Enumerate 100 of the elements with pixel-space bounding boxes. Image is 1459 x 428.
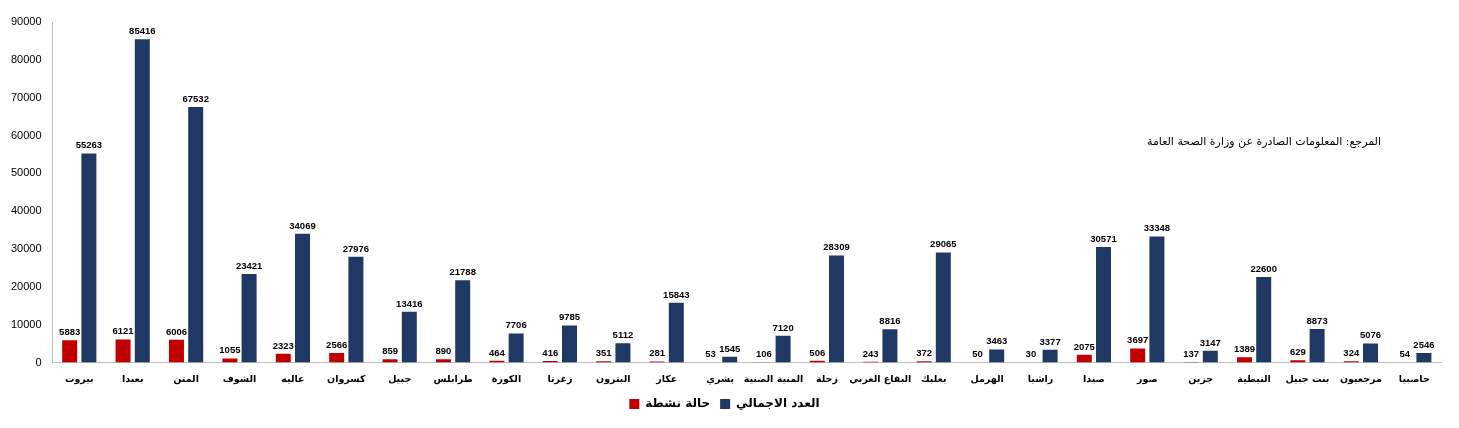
data-label: 8873 [1306,314,1328,326]
data-label: 7120 [772,321,794,333]
data-label: 9785 [558,311,581,323]
x-tick-label: صيدا [1082,372,1105,384]
data-label: 27976 [342,242,370,254]
data-label: 34069 [289,219,316,231]
bar [1363,343,1379,363]
data-label: 7706 [505,319,527,331]
x-tick-label: بنت جبيل [1285,372,1330,384]
y-tick-label: 90000 [10,15,42,28]
x-tick-label: عكار [655,372,678,385]
data-label: 281 [649,347,666,359]
x-tick-label: حاصبيا [1398,372,1430,384]
bar [1309,329,1325,363]
data-label: 506 [809,346,826,358]
y-tick-label: 40000 [10,204,42,217]
bar [401,311,417,363]
bar [134,39,150,363]
data-label: 8816 [879,315,901,327]
x-tick-label: الشوف [222,372,257,385]
data-label: 372 [916,347,933,359]
x-tick-label: بشري [706,372,735,385]
legend-label: العدد الاجمالي [736,396,820,411]
x-tick-label: النبطية [1237,372,1271,384]
bar [1149,236,1165,363]
x-tick-label: الكورة [491,372,522,385]
data-label: 351 [595,347,613,359]
data-label: 890 [435,345,452,357]
y-tick-label: 80000 [10,52,42,65]
bar [382,359,398,363]
data-label: 3147 [1199,336,1221,348]
bar [935,252,951,363]
bar [348,256,364,363]
x-tick-label: جبيل [388,372,412,384]
y-tick-label: 60000 [10,128,42,141]
data-label: 629 [1289,346,1306,358]
bar [989,349,1005,363]
bar [455,280,471,363]
bar [81,153,97,363]
bar [62,340,78,363]
data-label: 30571 [1090,232,1118,244]
bar [168,339,184,363]
x-tick-label: طرابلس [433,372,473,385]
bar [775,335,791,363]
data-label: 29065 [930,238,958,250]
y-tick-label: 0 [35,355,42,368]
x-tick-label: جزين [1188,372,1214,385]
y-tick-label: 10000 [10,317,42,330]
data-label: 5076 [1359,329,1382,341]
annotation: المرجع: المعلومات الصادرة عن وزارة الصحة العامة [1147,134,1381,148]
bar [1256,277,1272,363]
data-label: 2546 [1413,338,1435,350]
data-label: 2323 [272,339,294,351]
data-label: 28309 [823,241,850,253]
y-tick-label: 70000 [10,90,42,103]
x-tick-label: راشيا [1027,372,1054,385]
x-tick-label: زغرتا [547,372,573,385]
bar [241,273,257,363]
bar [829,255,844,363]
data-label: 416 [542,346,559,358]
bar [188,107,204,363]
y-tick-label: 50000 [10,166,42,179]
data-label: 5112 [612,329,634,341]
data-label: 21788 [449,266,476,278]
data-label: 324 [1343,347,1360,359]
x-tick-label: مرجعيون [1339,372,1382,385]
bar [562,325,577,363]
x-tick-label: بيروت [64,372,94,385]
bar [1202,350,1218,363]
bar [1096,246,1112,363]
data-label: 106 [755,348,772,360]
data-label: 1055 [219,344,242,356]
x-tick-label: عاليه [281,372,305,384]
bar [668,302,684,363]
bar [508,333,524,363]
data-label: 22600 [1250,262,1277,274]
data-label: 54 [1399,348,1411,360]
data-label: 13416 [396,297,423,309]
x-tick-label: الهرمل [970,372,1004,385]
bar [615,343,631,363]
bar [1236,357,1252,363]
bar [115,339,131,363]
bar [1416,352,1432,363]
data-label: 243 [862,347,879,359]
data-label: 15843 [663,288,690,300]
data-label: 67532 [182,92,209,104]
data-label: 2075 [1073,340,1096,352]
data-label: 55263 [75,139,103,151]
data-label: 6121 [112,325,135,337]
x-tick-label: زحلة [815,372,838,385]
x-tick-label: بعبدا [121,372,144,384]
data-label: 53 [705,348,716,360]
data-label: 2566 [326,338,348,350]
x-tick-label: صور [1135,372,1158,385]
bar [882,329,898,363]
data-label: 1389 [1233,343,1256,355]
bar [295,233,310,363]
x-tick-label: كسروان [327,372,366,385]
data-label: 30 [1025,348,1037,360]
x-tick-label: البقاع الغربي [849,372,912,385]
